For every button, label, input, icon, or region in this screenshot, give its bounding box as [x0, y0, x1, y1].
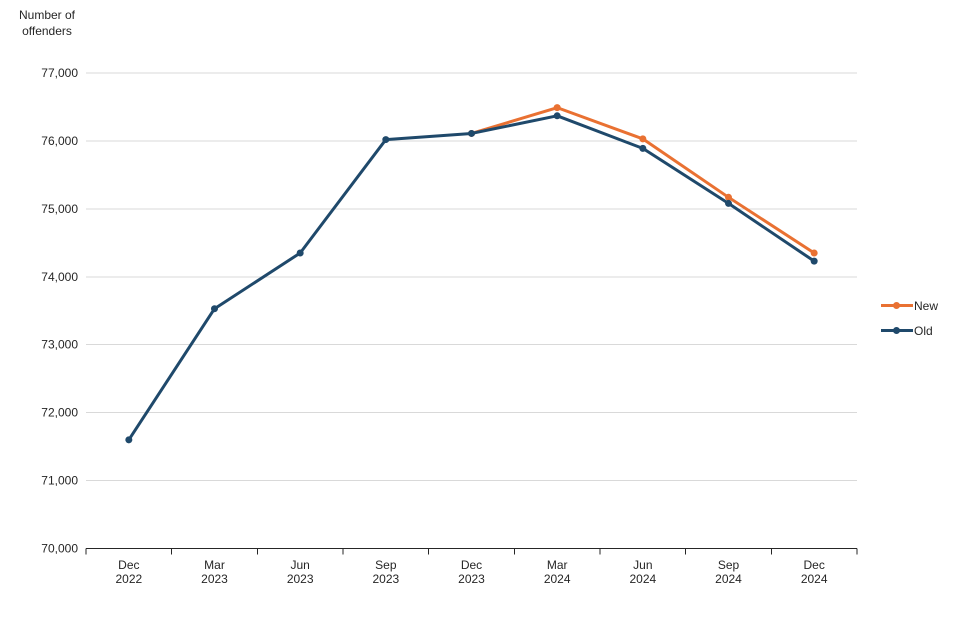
legend-label-old: Old	[914, 323, 933, 338]
legend-item-new: New	[881, 293, 938, 318]
y-tick-label: 71,000	[41, 474, 78, 488]
legend-dot-old	[893, 327, 900, 334]
data-point-old	[382, 136, 390, 144]
series-line-new	[470, 106, 816, 255]
data-point-old	[639, 144, 647, 152]
data-point-new	[725, 193, 732, 201]
y-tick-label: 73,000	[41, 338, 78, 352]
x-tick-label: Dec 2024	[801, 558, 828, 586]
x-tick-label: Dec 2023	[458, 558, 485, 586]
data-point-old	[211, 305, 218, 313]
data-point-old	[810, 257, 818, 265]
legend-line-marker-new	[881, 301, 913, 310]
legend-dot-new	[893, 302, 900, 309]
y-tick-label: 77,000	[41, 66, 78, 80]
y-axis-title-line1: Number of	[18, 8, 76, 22]
y-tick-label: 72,000	[41, 406, 78, 420]
data-point-new	[639, 135, 647, 143]
legend-line-marker-old	[881, 326, 913, 335]
legend-label-new: New	[914, 298, 939, 313]
x-tick-label: Dec 2022	[115, 558, 142, 586]
data-point-old	[125, 436, 133, 444]
data-point-new	[810, 249, 818, 257]
x-tick-label: Mar 2023	[201, 558, 228, 586]
data-point-new	[553, 104, 561, 112]
data-point-old	[553, 112, 561, 120]
x-tick-label: Jun 2023	[287, 558, 314, 586]
data-point-old	[468, 129, 475, 137]
series-line-old	[127, 114, 816, 442]
x-tick-label: Sep 2023	[372, 558, 399, 586]
y-axis-title: Number of offenders	[5, 7, 89, 39]
y-tick-label: 70,000	[41, 542, 78, 556]
data-point-old	[725, 199, 732, 207]
x-tick-label: Jun 2024	[629, 558, 656, 586]
x-tick-label: Sep 2024	[715, 558, 742, 586]
legend-item-old: Old	[881, 318, 938, 343]
y-tick-label: 74,000	[41, 270, 78, 284]
legend: New Old	[881, 293, 938, 343]
data-point-old	[296, 249, 304, 257]
y-axis-title-line2: offenders	[22, 24, 72, 38]
x-tick-label: Mar 2024	[544, 558, 571, 586]
y-tick-label: 76,000	[41, 134, 78, 148]
y-tick-label: 75,000	[41, 202, 78, 216]
